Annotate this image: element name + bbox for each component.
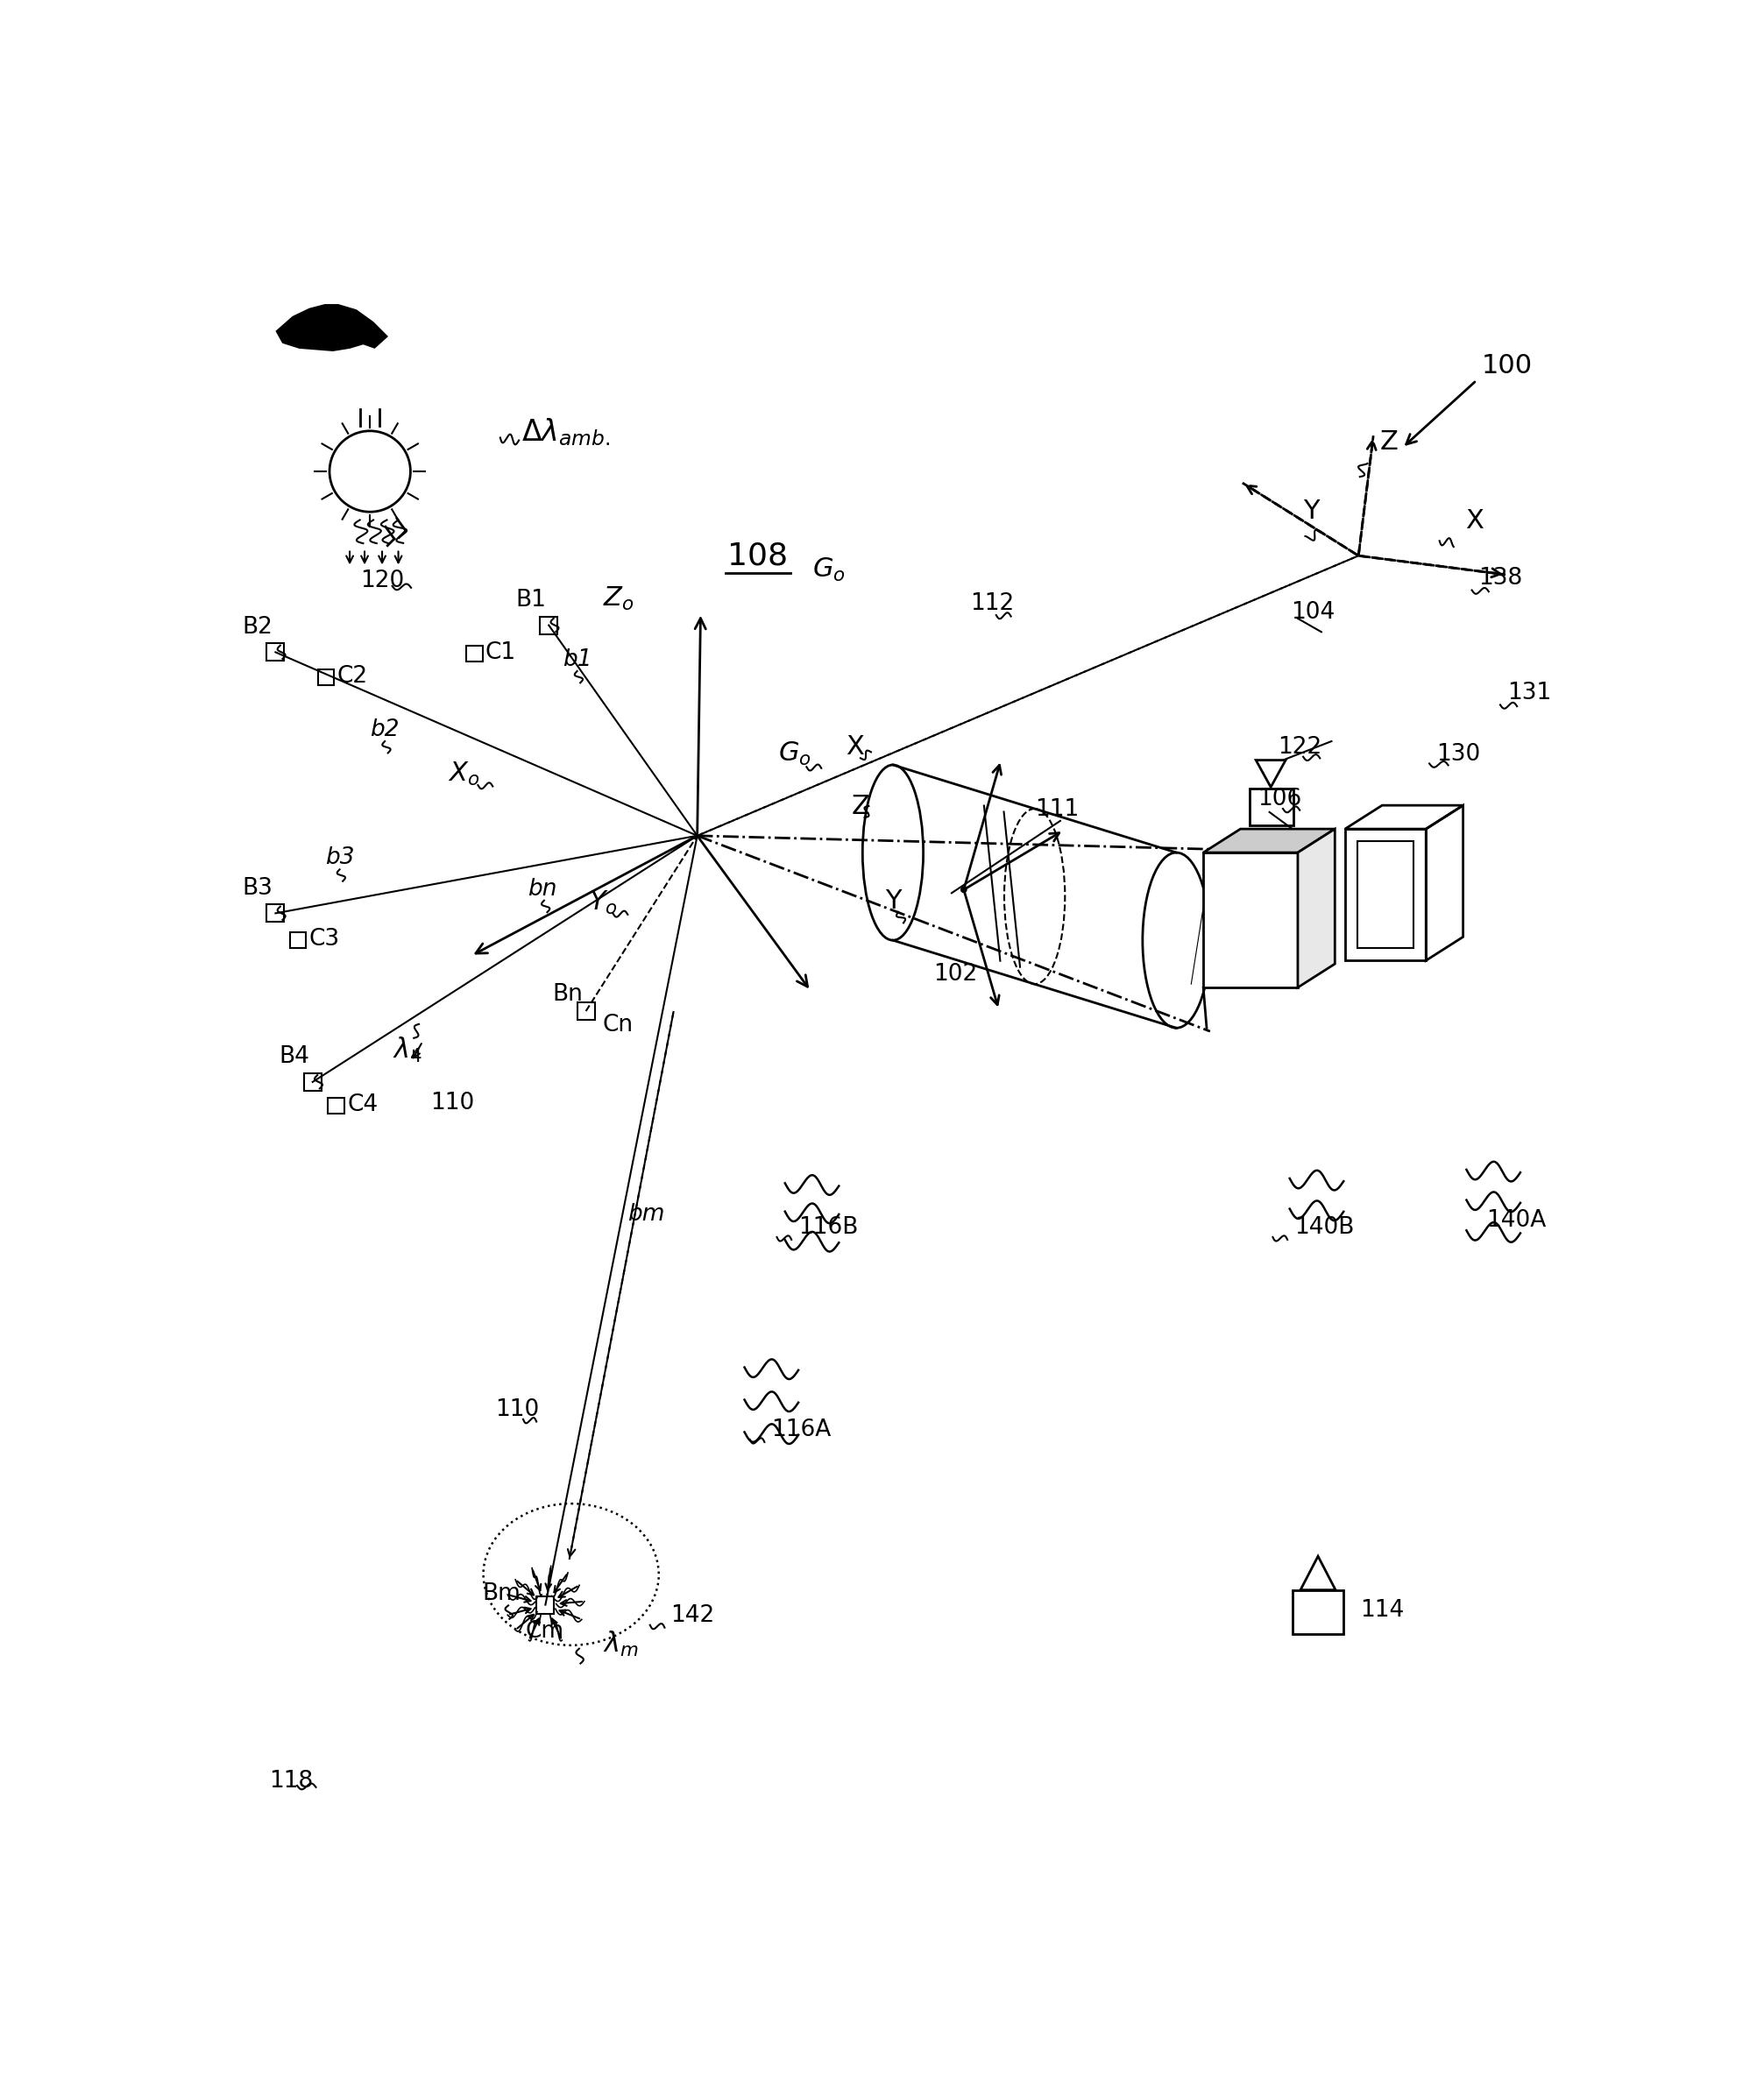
Text: 100: 100 — [1482, 352, 1533, 379]
Text: 130: 130 — [1436, 742, 1480, 765]
Text: 110: 110 — [430, 1090, 475, 1113]
Text: 120: 120 — [360, 570, 404, 593]
Text: 112: 112 — [970, 593, 1014, 616]
Text: B4: B4 — [279, 1045, 310, 1068]
Bar — [266, 643, 284, 661]
Text: 142: 142 — [670, 1605, 714, 1627]
Text: C2: C2 — [337, 665, 367, 688]
Bar — [289, 933, 305, 947]
Text: 140B: 140B — [1295, 1217, 1355, 1240]
Text: 140A: 140A — [1487, 1209, 1547, 1231]
Bar — [318, 670, 333, 686]
Text: Y: Y — [886, 889, 901, 914]
Text: $G_o$: $G_o$ — [811, 556, 845, 583]
Text: B2: B2 — [242, 616, 273, 638]
Text: Y: Y — [1304, 498, 1319, 524]
Text: $Z_o$: $Z_o$ — [603, 585, 633, 612]
Text: X: X — [845, 734, 864, 761]
Text: b1: b1 — [563, 649, 591, 672]
Text: X: X — [1466, 508, 1484, 535]
Bar — [328, 1097, 344, 1113]
Text: 108: 108 — [729, 541, 789, 572]
Text: Z: Z — [850, 794, 870, 819]
Text: B3: B3 — [242, 877, 273, 900]
Text: b2: b2 — [370, 719, 399, 742]
Bar — [1357, 842, 1413, 947]
Text: 118: 118 — [268, 1770, 312, 1793]
Text: 106: 106 — [1258, 788, 1302, 811]
Polygon shape — [275, 305, 388, 350]
Text: bn: bn — [527, 877, 557, 900]
Bar — [1293, 1590, 1344, 1634]
Bar — [536, 1596, 554, 1613]
Text: Bm: Bm — [483, 1582, 520, 1605]
Text: 111: 111 — [1035, 798, 1078, 821]
Text: 104: 104 — [1291, 601, 1335, 624]
Bar — [540, 616, 557, 634]
Text: $\Delta\lambda_{amb.}$: $\Delta\lambda_{amb.}$ — [522, 417, 610, 448]
Polygon shape — [1298, 829, 1335, 987]
Text: $Y_o$: $Y_o$ — [589, 889, 617, 916]
Text: $X_o$: $X_o$ — [448, 761, 480, 788]
Text: $G_o$: $G_o$ — [778, 740, 811, 767]
Bar — [1249, 788, 1293, 825]
Bar — [466, 645, 483, 661]
Text: C1: C1 — [485, 641, 517, 663]
Text: $\lambda_m$: $\lambda_m$ — [603, 1629, 639, 1658]
Text: Cn: Cn — [603, 1014, 633, 1036]
Bar — [577, 1003, 594, 1020]
Polygon shape — [1203, 852, 1298, 987]
Text: 102: 102 — [933, 964, 977, 987]
Text: 114: 114 — [1360, 1600, 1404, 1623]
Text: 122: 122 — [1277, 736, 1321, 759]
Text: bm: bm — [628, 1202, 665, 1225]
Text: Z: Z — [1379, 429, 1399, 456]
Bar — [266, 904, 284, 922]
Bar — [303, 1074, 321, 1090]
Text: Bn: Bn — [552, 983, 582, 1005]
Text: 110: 110 — [496, 1399, 538, 1422]
Circle shape — [960, 887, 967, 893]
Text: 131: 131 — [1506, 682, 1551, 705]
Text: B1: B1 — [515, 589, 545, 612]
Text: 116A: 116A — [771, 1418, 831, 1441]
Text: $\lambda_4$: $\lambda_4$ — [392, 1036, 422, 1066]
Text: Cm: Cm — [526, 1619, 564, 1642]
Text: C4: C4 — [348, 1092, 377, 1115]
Text: 116B: 116B — [799, 1217, 859, 1240]
Text: C3: C3 — [309, 929, 339, 952]
Polygon shape — [1203, 829, 1335, 852]
Text: b3: b3 — [325, 846, 355, 869]
Text: 138: 138 — [1478, 568, 1522, 591]
